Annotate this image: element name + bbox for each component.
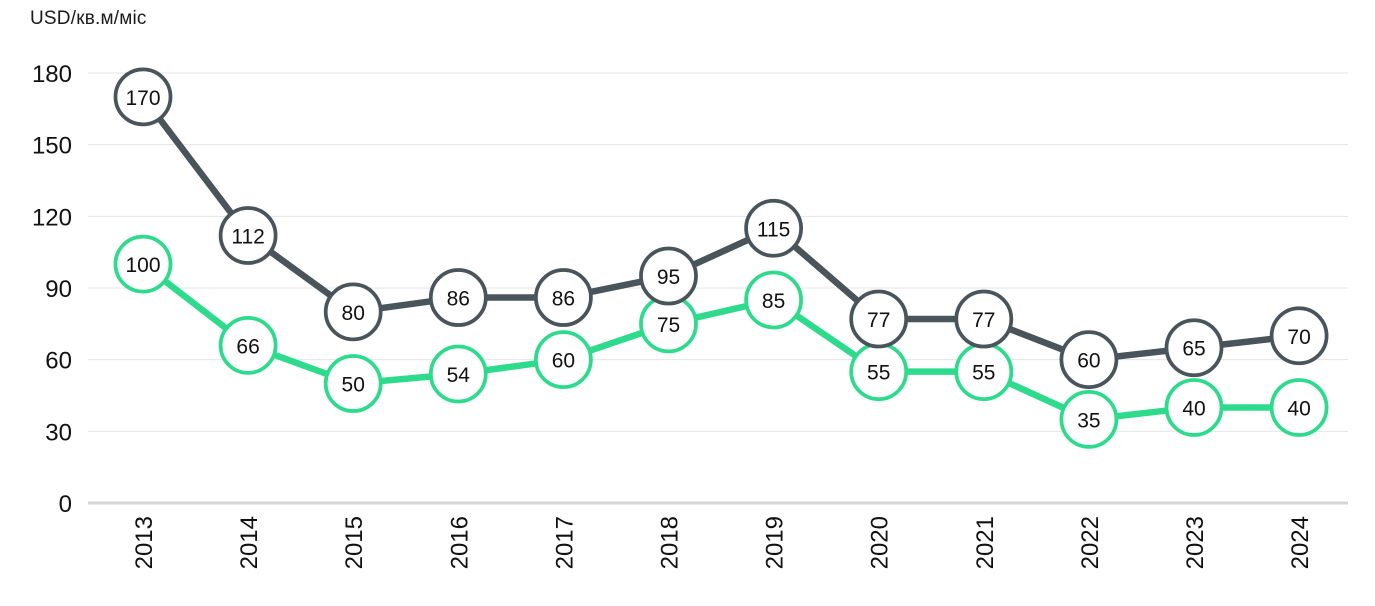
data-point-value: 85 — [762, 290, 785, 313]
data-point-value: 115 — [757, 218, 790, 241]
x-tick-label: 2014 — [236, 516, 263, 569]
data-point-value: 77 — [867, 309, 890, 332]
data-point-value: 54 — [447, 364, 471, 387]
green-line-marker — [113, 234, 173, 294]
data-point-value: 170 — [125, 87, 160, 110]
data-point-value: 100 — [125, 254, 160, 277]
y-tick-label: 60 — [45, 348, 72, 375]
data-point-value: 86 — [552, 288, 575, 311]
dark-line-marker — [323, 282, 383, 342]
dark-line-marker — [1059, 330, 1119, 390]
data-point-value: 75 — [657, 314, 680, 337]
x-tick-label: 2018 — [657, 516, 684, 569]
data-point-value: 40 — [1287, 397, 1310, 420]
green-line-marker — [323, 354, 383, 413]
x-tick-label: 2019 — [762, 516, 789, 569]
data-point-value: 50 — [342, 374, 365, 397]
dark-line-marker — [218, 206, 278, 265]
x-tick-label: 2013 — [131, 516, 158, 569]
data-point-value: 66 — [236, 335, 259, 358]
x-tick-label: 2017 — [551, 516, 578, 569]
y-axis-unit-label: USD/кв.м/міс — [30, 8, 147, 29]
dark-line-marker — [1269, 306, 1329, 366]
x-tick-label: 2022 — [1077, 516, 1104, 569]
data-point-value: 60 — [552, 350, 575, 373]
data-point-value: 80 — [342, 302, 365, 325]
dark-line-marker — [639, 246, 698, 306]
data-point-value: 112 — [231, 225, 264, 248]
y-tick-label: 120 — [32, 204, 72, 231]
green-line-marker — [1269, 378, 1329, 437]
green-line-marker — [428, 344, 488, 404]
y-tick-label: 150 — [32, 133, 72, 160]
dark-line-marker — [954, 289, 1014, 349]
data-point-value: 95 — [657, 266, 680, 289]
dark-line-marker — [428, 268, 488, 327]
data-point-value: 60 — [1077, 350, 1100, 373]
dark-line-marker — [744, 198, 803, 258]
green-line-marker — [744, 270, 803, 330]
data-point-value: 55 — [972, 362, 995, 385]
data-point-value: 86 — [447, 288, 470, 311]
dark-line-marker — [113, 67, 173, 127]
dark-line-marker — [534, 268, 593, 327]
data-point-value: 35 — [1077, 409, 1100, 432]
x-tick-label: 2021 — [972, 516, 999, 569]
y-tick-label: 0 — [59, 491, 72, 518]
data-point-value: 70 — [1287, 326, 1310, 349]
dark-line-marker — [849, 289, 909, 349]
green-line-marker — [1164, 378, 1224, 437]
x-tick-label: 2023 — [1182, 516, 1209, 569]
green-line-marker — [1059, 390, 1119, 449]
data-point-value: 77 — [972, 309, 995, 332]
data-point-value: 40 — [1182, 397, 1205, 420]
green-line-marker — [218, 315, 278, 375]
x-tick-label: 2024 — [1287, 516, 1314, 569]
dark-line-path — [139, 93, 1303, 363]
x-tick-label: 2016 — [446, 516, 473, 569]
y-tick-label: 90 — [45, 276, 72, 303]
y-tick-label: 30 — [45, 419, 72, 446]
x-tick-label: 2015 — [341, 516, 368, 569]
data-point-value: 65 — [1182, 338, 1205, 361]
green-line-marker — [534, 330, 593, 390]
x-tick-label: 2020 — [867, 516, 894, 569]
dark-line-marker — [1164, 318, 1224, 378]
y-tick-label: 180 — [32, 61, 72, 88]
data-point-value: 55 — [867, 362, 890, 385]
